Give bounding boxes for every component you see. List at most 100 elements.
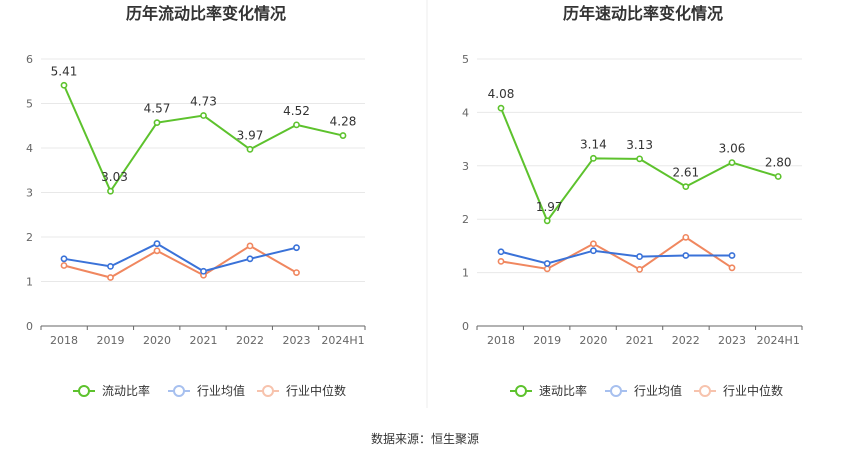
data-point[interactable] [774, 173, 782, 180]
data-label: 2.61 [672, 166, 699, 180]
x-tick-label: 2023 [283, 334, 311, 347]
source-note: 数据来源：恒生聚源 [371, 431, 479, 446]
data-point[interactable] [293, 269, 300, 276]
data-point[interactable] [497, 104, 505, 112]
data-label: 3.13 [626, 138, 653, 152]
legend-item[interactable]: 速动比率 [510, 383, 587, 398]
legend-marker [699, 385, 711, 397]
legend-label: 行业均值 [197, 383, 245, 398]
data-point[interactable] [590, 247, 597, 255]
data-point[interactable] [497, 248, 505, 256]
data-point[interactable] [153, 119, 161, 127]
data-point[interactable] [636, 155, 643, 163]
y-tick-label: 0 [462, 320, 469, 333]
y-tick-label: 3 [462, 160, 469, 173]
data-label: 4.08 [488, 87, 515, 101]
legend-marker [173, 385, 185, 397]
y-tick-label: 4 [462, 106, 469, 119]
legend-marker [515, 385, 527, 397]
data-point[interactable] [728, 159, 736, 166]
x-tick-label: 2022 [672, 334, 700, 347]
data-label: 3.06 [719, 142, 746, 156]
y-tick-label: 2 [462, 213, 469, 226]
y-tick-label: 1 [462, 267, 469, 280]
x-tick-label: 2019 [533, 334, 561, 347]
data-point[interactable] [246, 145, 254, 153]
data-label: 4.52 [283, 104, 310, 118]
data-point[interactable] [200, 112, 207, 119]
legend: 流动比率 行业均值 行业中位数 [73, 383, 346, 398]
legend-label: 速动比率 [539, 383, 587, 398]
x-tick-label: 2021 [190, 334, 218, 347]
x-tick-label: 2020 [143, 334, 171, 347]
data-point[interactable] [682, 233, 690, 241]
data-label: 4.57 [144, 102, 171, 116]
data-point[interactable] [543, 265, 551, 273]
x-tick-label: 2018 [50, 334, 78, 347]
data-point[interactable] [682, 183, 690, 191]
data-point[interactable] [636, 253, 643, 260]
legend-marker [78, 385, 90, 397]
chart-title: 历年流动比率变化情况 [126, 4, 286, 23]
data-point[interactable] [153, 240, 161, 248]
data-point[interactable] [246, 255, 254, 263]
y-tick-label: 1 [26, 276, 33, 289]
data-label: 1.97 [536, 200, 563, 214]
legend-marker [262, 385, 274, 397]
data-point[interactable] [107, 274, 114, 281]
data-point[interactable] [293, 244, 300, 252]
data-point[interactable] [60, 255, 68, 263]
data-point[interactable] [246, 242, 254, 250]
data-point[interactable] [200, 267, 207, 275]
legend-item[interactable]: 行业均值 [168, 383, 245, 398]
legend-label: 行业均值 [634, 383, 682, 398]
x-tick-label: 2022 [236, 334, 264, 347]
series-line [63, 242, 297, 273]
x-tick-label: 2024H1 [757, 334, 800, 347]
data-point[interactable] [728, 264, 736, 272]
legend-label: 行业中位数 [286, 383, 346, 398]
x-tick-label: 2024H1 [321, 334, 364, 347]
x-tick-label: 2021 [626, 334, 654, 347]
data-point[interactable] [590, 240, 597, 248]
x-tick-label: 2019 [97, 334, 125, 347]
series-line [500, 249, 732, 265]
data-point[interactable] [728, 252, 736, 259]
series-line [500, 236, 733, 271]
legend-marker [610, 385, 622, 397]
legend-item[interactable]: 行业中位数 [694, 383, 783, 398]
data-point[interactable] [60, 81, 68, 89]
legend-item[interactable]: 行业均值 [605, 383, 682, 398]
y-tick-label: 0 [26, 320, 33, 333]
data-point[interactable] [682, 252, 690, 259]
data-point[interactable] [497, 257, 505, 265]
data-point[interactable] [543, 217, 551, 225]
data-label: 2.80 [765, 155, 792, 169]
legend-item[interactable]: 行业中位数 [257, 383, 346, 398]
data-point[interactable] [107, 262, 114, 270]
data-label: 5.41 [51, 64, 78, 78]
data-point[interactable] [636, 265, 643, 273]
data-label: 4.73 [190, 95, 217, 109]
legend: 速动比率 行业均值 行业中位数 [510, 383, 783, 398]
data-label: 4.28 [330, 115, 357, 129]
chart-panel-1: 历年流动比率变化情况 0 1 2 3 4 5 6 2018 2019 2020 2021 2022 202… [26, 4, 366, 398]
data-point[interactable] [293, 121, 300, 129]
legend-label: 流动比率 [102, 383, 150, 398]
y-tick-label: 3 [26, 187, 33, 200]
x-tick-label: 2020 [579, 334, 607, 347]
data-point[interactable] [543, 260, 551, 267]
data-point[interactable] [60, 262, 68, 269]
x-tick-label: 2023 [718, 334, 746, 347]
data-point[interactable] [339, 132, 347, 139]
series-line [63, 244, 297, 279]
data-point[interactable] [590, 154, 597, 162]
data-point[interactable] [107, 187, 114, 195]
legend-item[interactable]: 流动比率 [73, 383, 150, 398]
data-label: 3.97 [237, 128, 264, 142]
data-label: 3.03 [101, 170, 128, 184]
y-tick-label: 6 [26, 53, 33, 66]
chart-panel-2: 历年速动比率变化情况 0 1 2 3 4 5 2018 2019 2020 2021 2022 2023… [462, 4, 803, 398]
data-point[interactable] [153, 247, 161, 255]
